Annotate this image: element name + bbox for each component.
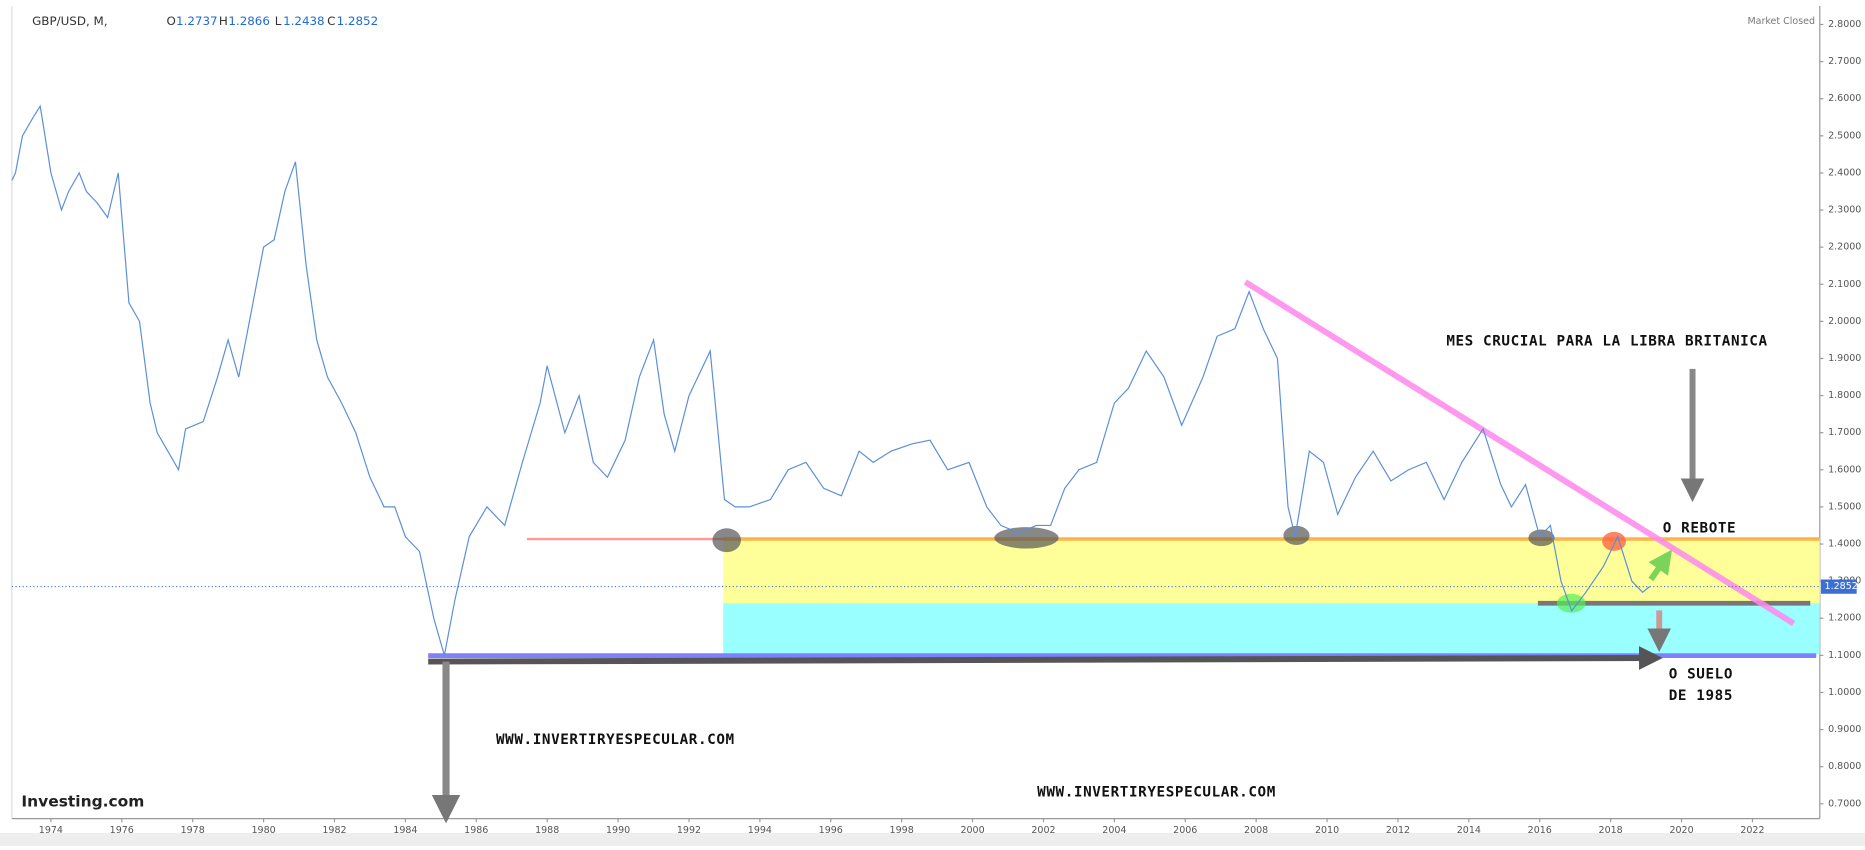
- y-tick-label: 2.3000: [1828, 205, 1861, 216]
- x-tick-label: 2010: [1315, 825, 1339, 836]
- floor-arrow: [428, 646, 1663, 670]
- y-tick-label: 2.7000: [1828, 56, 1861, 67]
- market-status: Market Closed: [1747, 16, 1815, 27]
- y-tick-label: 1.6000: [1828, 464, 1861, 475]
- y-tick-label: 2.6000: [1828, 93, 1861, 104]
- logo: Investing.com: [21, 792, 144, 810]
- y-tick-label: 2.4000: [1828, 167, 1861, 178]
- highlight: [712, 528, 742, 553]
- highlight: [1283, 525, 1310, 545]
- y-tick-label: 2.0000: [1828, 316, 1861, 327]
- x-tick-label: 2016: [1528, 825, 1552, 836]
- arrow: [1648, 549, 1673, 582]
- x-tick-label: 2008: [1244, 825, 1268, 836]
- y-tick-label: 1.5000: [1828, 501, 1861, 512]
- toolbar: [0, 832, 1865, 846]
- ohlc-value: 1.2737: [176, 14, 218, 28]
- x-tick-label: 1982: [322, 825, 346, 836]
- x-tick-label: 2014: [1457, 825, 1481, 836]
- x-tick-label: 2006: [1173, 825, 1197, 836]
- x-tick-label: 1978: [181, 825, 205, 836]
- x-tick-label: 1986: [464, 825, 488, 836]
- x-tick-label: 1998: [890, 825, 914, 836]
- y-tick-label: 1.1000: [1828, 650, 1861, 661]
- ohlc-label: C: [327, 14, 335, 28]
- y-tick-label: 2.2000: [1828, 242, 1861, 253]
- ohlc-value: 1.2866: [228, 14, 270, 28]
- annotation: O SUELO: [1669, 667, 1733, 683]
- x-tick-label: 1994: [748, 825, 772, 836]
- x-tick-label: 2022: [1740, 825, 1764, 836]
- last-price-tag: [1820, 579, 1857, 594]
- y-tick-label: 1.7000: [1828, 427, 1861, 438]
- y-tick-label: 2.8000: [1828, 19, 1861, 30]
- y-tick-label: 0.9000: [1828, 724, 1861, 735]
- trend-line: [1243, 279, 1796, 627]
- yellow-zone: [723, 537, 1820, 604]
- symbol: GBP/USD, M,: [32, 14, 107, 28]
- y-tick-label: 1.9000: [1828, 353, 1861, 364]
- ohlc-value: 1.2852: [337, 14, 379, 28]
- x-tick-label: 2020: [1669, 825, 1693, 836]
- annotation: DE 1985: [1669, 688, 1733, 704]
- y-tick-label: 0.7000: [1828, 798, 1861, 809]
- y-tick-label: 2.1000: [1828, 279, 1861, 290]
- highlight: [1602, 531, 1626, 551]
- y-tick-label: 1.0000: [1828, 687, 1861, 698]
- y-tick-label: 1.2000: [1828, 613, 1861, 624]
- highlight: [1556, 593, 1586, 613]
- x-tick-label: 2002: [1031, 825, 1055, 836]
- ohlc-label: L: [275, 14, 282, 28]
- annotation: MES CRUCIAL PARA LA LIBRA BRITANICA: [1446, 333, 1767, 349]
- x-tick-label: 2004: [1102, 825, 1126, 836]
- annotation: WWW.INVERTIRYESPECULAR.COM: [496, 732, 735, 748]
- x-tick-label: 1996: [819, 825, 843, 836]
- ohlc-label: H: [219, 14, 228, 28]
- ohlc-label: O: [167, 14, 176, 28]
- x-tick-label: 1974: [39, 825, 63, 836]
- y-tick-label: 2.5000: [1828, 130, 1861, 141]
- x-tick-label: 2000: [960, 825, 984, 836]
- y-tick-label: 0.8000: [1828, 761, 1861, 772]
- highlight: [1528, 529, 1555, 547]
- price-line: [11, 104, 1650, 656]
- annotation: WWW.INVERTIRYESPECULAR.COM: [1037, 784, 1276, 800]
- highlight: [994, 527, 1059, 549]
- x-tick-label: 1992: [677, 825, 701, 836]
- x-tick-label: 2012: [1386, 825, 1410, 836]
- cyan-zone: [723, 603, 1820, 655]
- x-tick-label: 1980: [251, 825, 275, 836]
- x-tick-label: 1988: [535, 825, 559, 836]
- annotation-zones: [428, 279, 1820, 824]
- x-tick-label: 2018: [1599, 825, 1623, 836]
- x-tick-label: 1990: [606, 825, 630, 836]
- y-tick-label: 1.4000: [1828, 539, 1861, 550]
- annotation: O REBOTE: [1663, 520, 1736, 536]
- y-tick-label: 1.8000: [1828, 390, 1861, 401]
- x-tick-label: 1984: [393, 825, 417, 836]
- x-tick-label: 1976: [110, 825, 134, 836]
- ohlc-value: 1.2438: [283, 14, 325, 28]
- last-price-label: 1.2852: [1825, 581, 1858, 592]
